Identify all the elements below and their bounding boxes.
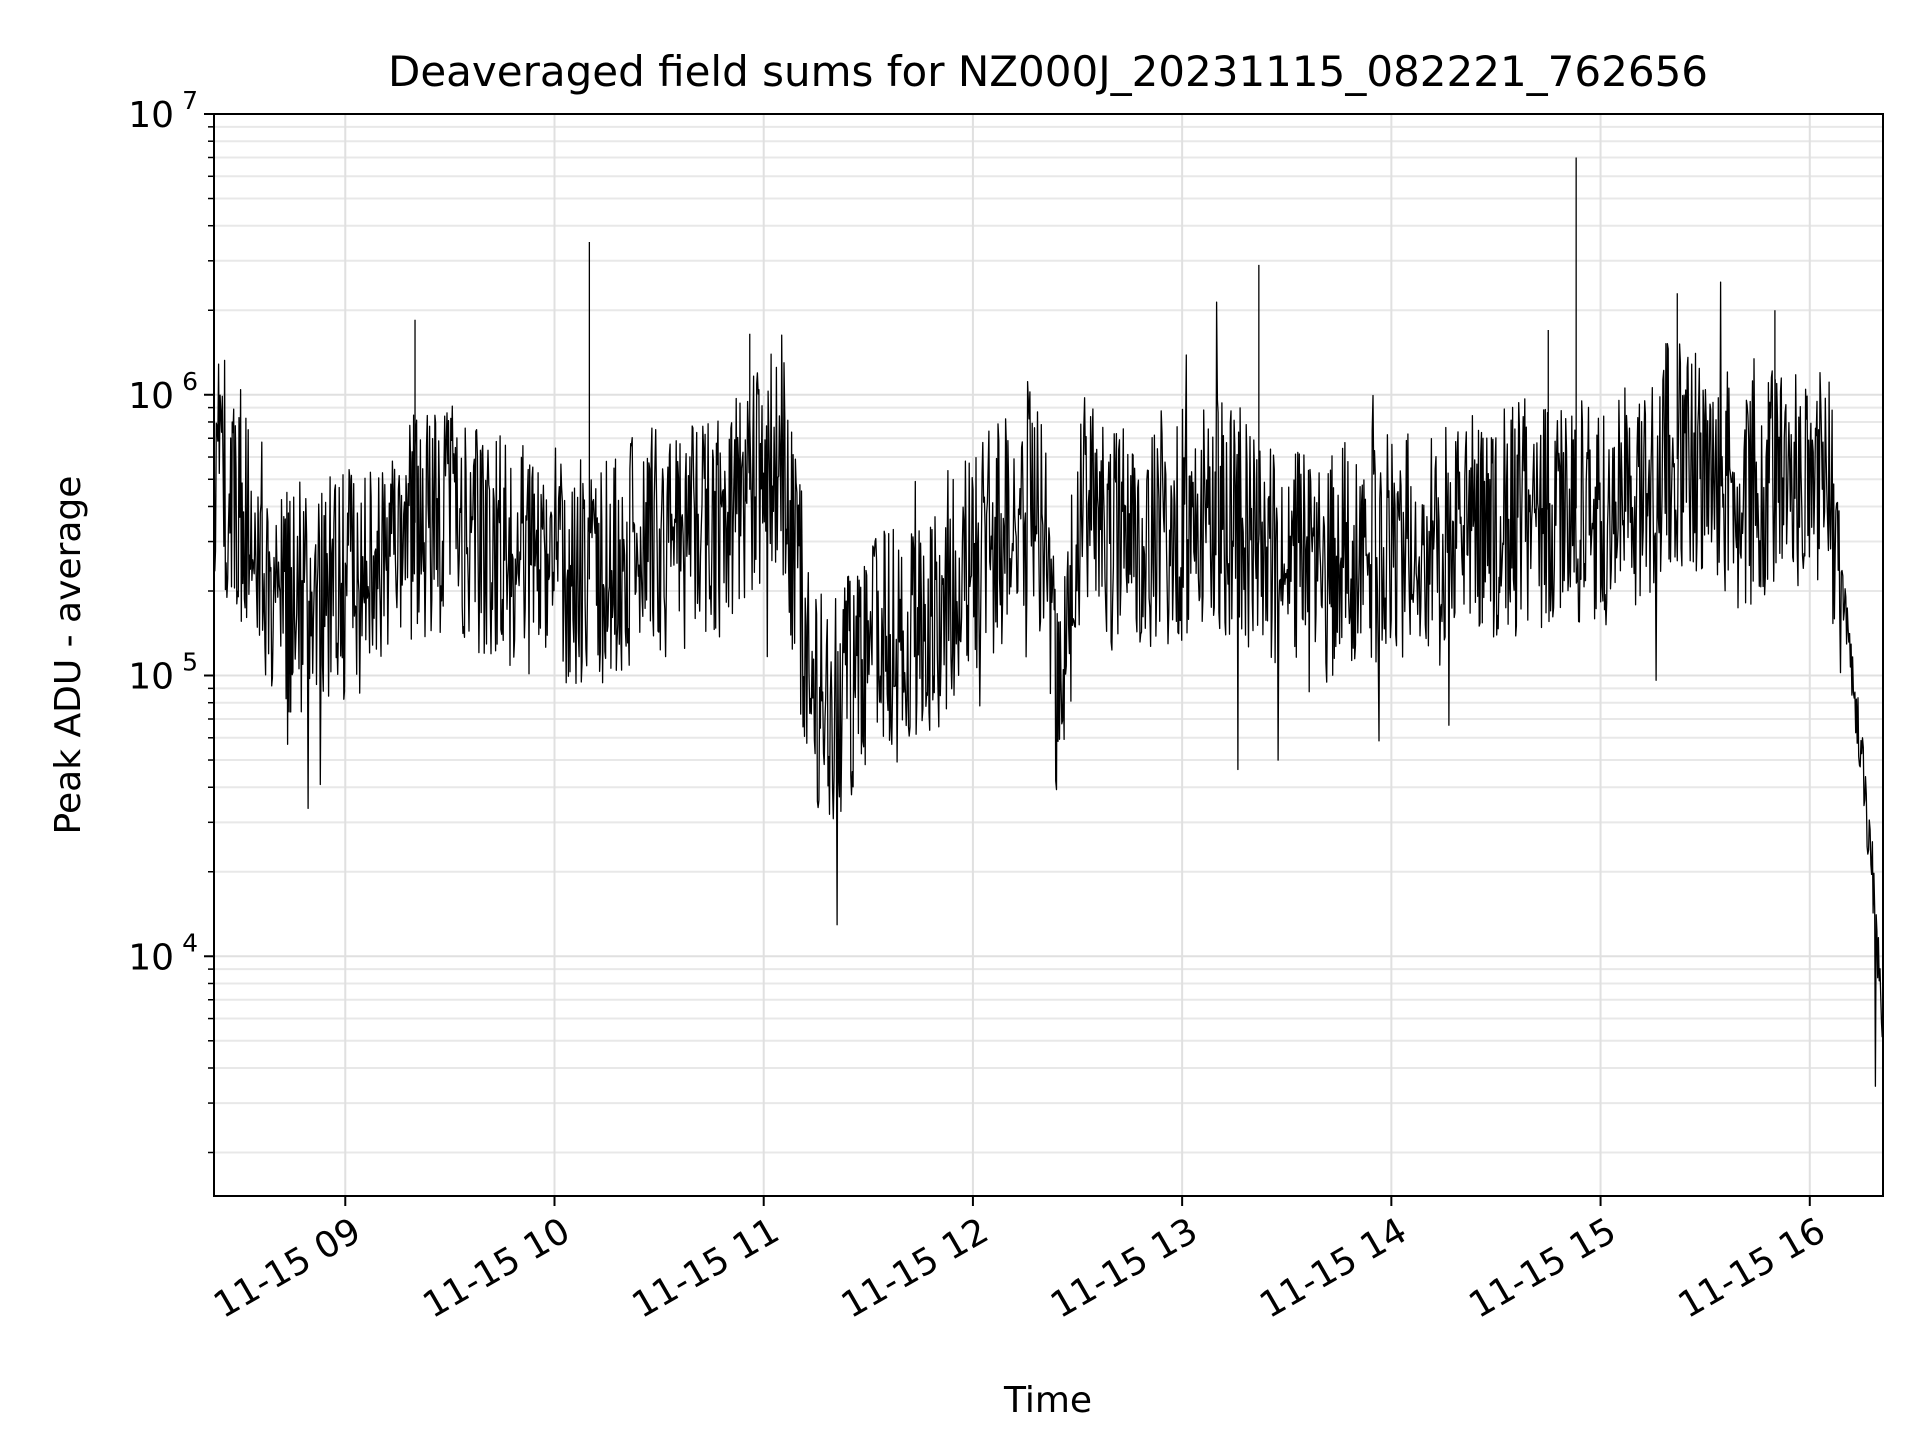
y-tick-label: 10	[128, 95, 174, 136]
y-tick-exponent: 4	[182, 928, 198, 957]
y-tick-label: 10	[128, 657, 174, 698]
y-tick-label: 10	[128, 376, 174, 417]
grid-layer	[214, 113, 1883, 1196]
series-layer	[213, 157, 1884, 1087]
x-tick-label: 11-15 11	[626, 1210, 787, 1326]
x-tick-label: 11-15 10	[416, 1210, 577, 1326]
y-tick-exponent: 5	[182, 648, 198, 677]
y-axis-label: Peak ADU - average	[48, 476, 89, 835]
y-tick-exponent: 7	[182, 86, 198, 115]
y-tick-label: 10	[128, 937, 174, 978]
x-axis-label: Time	[1003, 1380, 1092, 1421]
x-tick-label: 11-15 14	[1253, 1210, 1414, 1326]
y-tick-exponent: 6	[182, 367, 198, 396]
x-tick-label: 11-15 16	[1672, 1210, 1833, 1326]
x-tick-label: 11-15 12	[835, 1210, 996, 1326]
chart-title: Deaveraged field sums for NZ000J_2023111…	[388, 47, 1708, 96]
x-tick-label: 11-15 13	[1044, 1210, 1205, 1326]
series-line	[213, 281, 1884, 1087]
x-tick-label: 11-15 15	[1462, 1210, 1623, 1326]
x-tick-label: 11-15 09	[207, 1210, 368, 1326]
plot-frame	[213, 113, 1884, 1197]
